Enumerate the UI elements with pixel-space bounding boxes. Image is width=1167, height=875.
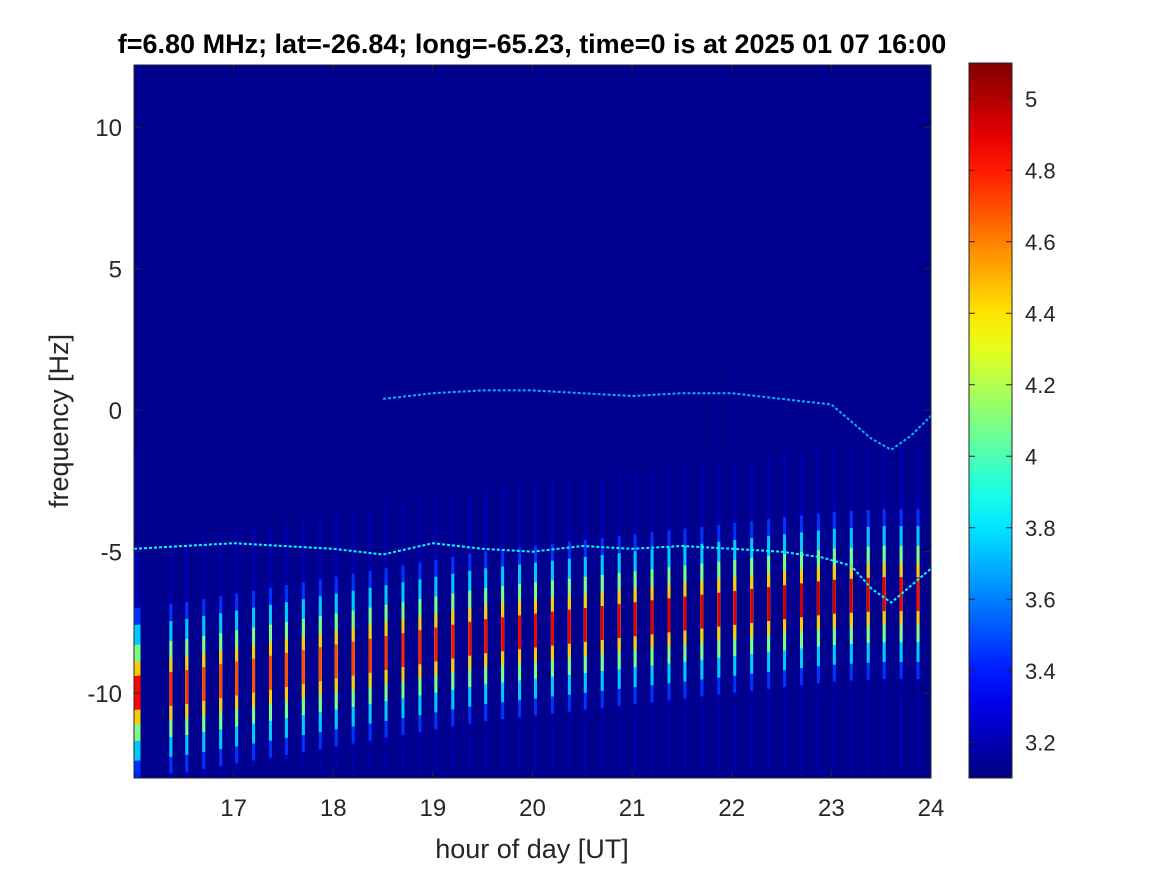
x-tick-label: 17 [220, 795, 247, 822]
y-tick-label: -10 [87, 681, 122, 708]
colorbar-tick-label: 4.4 [1025, 301, 1056, 326]
upper-doppler-trace [382, 389, 931, 451]
colorbar-tick-label: 4.2 [1025, 373, 1056, 398]
y-tick-label: 5 [109, 257, 122, 284]
x-axis: 17 18 19 20 21 22 23 24 [220, 65, 944, 822]
colorbar-tick-label: 3.6 [1025, 587, 1056, 612]
colorbar-fill [969, 63, 1012, 778]
plot-area [133, 64, 932, 779]
y-axis: -10 -5 0 5 10 [87, 115, 931, 708]
y-tick-label: -5 [101, 540, 122, 567]
x-tick-label: 22 [718, 795, 745, 822]
colorbar-tick-label: 3.8 [1025, 516, 1056, 541]
colorbar-tick-label: 4 [1025, 444, 1037, 469]
heatmap-layer [134, 353, 931, 778]
plot-background [134, 65, 931, 778]
colorbar-tick-label: 4.8 [1025, 158, 1056, 183]
x-tick-label: 20 [519, 795, 546, 822]
y-tick-label: 0 [109, 398, 122, 425]
chart-title: f=6.80 MHz; lat=-26.84; long=-65.23, tim… [118, 29, 946, 59]
colorbar-tick-label: 5 [1025, 87, 1037, 112]
x-tick-label: 24 [918, 795, 945, 822]
colorbar: 3.2 3.4 3.6 3.8 4 4.2 4.4 4.6 4.8 5 [968, 62, 1056, 779]
y-tick-label: 10 [95, 115, 122, 142]
colorbar-frame [968, 62, 1013, 779]
lower-doppler-trace [134, 542, 931, 604]
colorbar-ticks: 3.2 3.4 3.6 3.8 4 4.2 4.4 4.6 4.8 5 [969, 87, 1056, 755]
x-tick-label: 21 [619, 795, 646, 822]
colorbar-tick-label: 3.4 [1025, 659, 1056, 684]
x-axis-label: hour of day [UT] [435, 834, 629, 864]
colorbar-tick-label: 3.2 [1025, 730, 1056, 755]
colorbar-tick-label: 4.6 [1025, 230, 1056, 255]
x-tick-label: 18 [320, 795, 347, 822]
x-tick-label: 23 [818, 795, 845, 822]
x-tick-label: 19 [420, 795, 447, 822]
y-axis-label: frequency [Hz] [44, 334, 74, 508]
